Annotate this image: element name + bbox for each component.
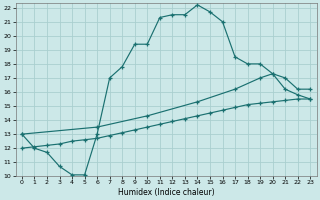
X-axis label: Humidex (Indice chaleur): Humidex (Indice chaleur) bbox=[118, 188, 214, 197]
